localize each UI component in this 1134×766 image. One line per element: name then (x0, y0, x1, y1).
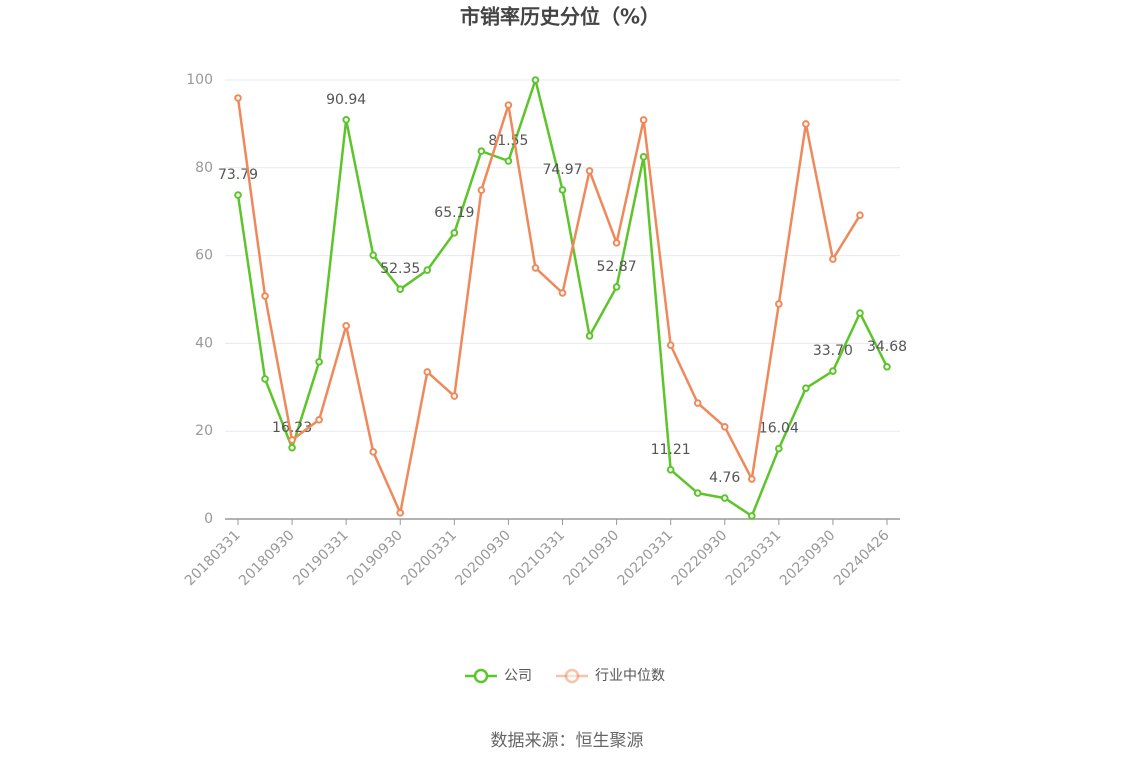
data-label: 34.68 (867, 339, 907, 355)
data-point (639, 153, 648, 161)
data-point (369, 251, 378, 259)
data-point (450, 229, 459, 237)
data-label: 73.79 (218, 167, 258, 183)
series-line (236, 78, 889, 518)
x-tick-label: 20180331 (182, 527, 244, 589)
data-point (477, 147, 486, 155)
y-tick-label: 60 (195, 248, 213, 264)
x-tick-label: 20240426 (831, 527, 893, 589)
data-label: 16.04 (759, 421, 799, 437)
data-point (829, 367, 837, 375)
data-point (531, 264, 540, 272)
source-note: 数据来源：恒生聚源 (491, 731, 644, 751)
y-tick-label: 100 (186, 72, 213, 88)
legend-label: 行业中位数 (595, 668, 665, 684)
data-point (288, 436, 296, 444)
data-point (720, 494, 729, 502)
data-label: 65.19 (434, 205, 474, 221)
x-tick-label: 20210930 (561, 527, 623, 589)
legend-label: 公司 (504, 668, 532, 684)
data-point (261, 375, 269, 383)
x-tick-label: 20180930 (236, 527, 298, 589)
data-point (504, 157, 513, 165)
data-point (261, 292, 269, 300)
x-tick-label: 20220331 (615, 527, 677, 589)
data-point (585, 332, 594, 340)
data-point (342, 322, 350, 330)
x-tick-label: 20190331 (290, 527, 352, 589)
y-tick-label: 0 (204, 511, 213, 527)
data-point (315, 415, 323, 424)
y-tick-label: 80 (195, 160, 213, 176)
x-tick-label: 20190930 (344, 527, 406, 589)
data-point (477, 186, 486, 194)
data-point (802, 384, 810, 392)
data-point (288, 443, 296, 452)
x-tick-label: 20230331 (723, 527, 785, 589)
y-tick-label: 40 (195, 335, 213, 351)
data-point (666, 341, 675, 349)
x-tick-label: 20220930 (669, 527, 731, 589)
data-point (342, 115, 350, 124)
data-point (693, 489, 702, 497)
data-point (612, 283, 621, 291)
data-label: 52.87 (597, 259, 637, 275)
data-point (802, 120, 810, 128)
data-point (612, 239, 621, 247)
data-point (747, 475, 756, 483)
data-point (639, 116, 648, 124)
data-point (856, 309, 864, 317)
data-label: 52.35 (380, 261, 420, 277)
data-point (720, 423, 729, 431)
data-point (450, 392, 459, 400)
data-point (369, 448, 378, 456)
chart-title: 市销率历史分位（%） (460, 5, 660, 29)
data-point (396, 285, 405, 293)
data-point (775, 300, 783, 308)
legend-marker (473, 668, 489, 684)
legend: 公司 行业中位数 (465, 668, 665, 684)
data-point (396, 509, 405, 517)
data-point (558, 186, 567, 194)
data-point (315, 358, 323, 366)
data-point (234, 191, 242, 199)
data-point (504, 101, 513, 109)
data-point (423, 368, 432, 376)
data-label: 4.76 (709, 470, 740, 486)
legend-marker (564, 668, 580, 684)
data-point (585, 167, 594, 175)
data-point (856, 211, 864, 220)
data-point (775, 444, 783, 453)
data-label: 11.21 (651, 442, 691, 458)
data-label: 33.70 (813, 343, 853, 359)
x-tick-label: 20210331 (506, 527, 568, 589)
data-point (558, 289, 567, 297)
series-line (236, 97, 862, 515)
x-tick-label: 20200930 (452, 527, 514, 589)
data-point (423, 266, 432, 274)
data-point (531, 76, 540, 84)
x-tick-label: 20200331 (398, 527, 460, 589)
data-point (234, 94, 242, 102)
x-tick-label: 20230930 (777, 527, 839, 589)
y-tick-label: 20 (195, 423, 213, 439)
data-point (693, 399, 702, 407)
data-point (883, 362, 891, 371)
data-label: 74.97 (542, 162, 582, 178)
data-point (829, 255, 837, 263)
data-point (747, 512, 756, 520)
data-point (666, 465, 675, 474)
data-label: 90.94 (326, 92, 366, 108)
